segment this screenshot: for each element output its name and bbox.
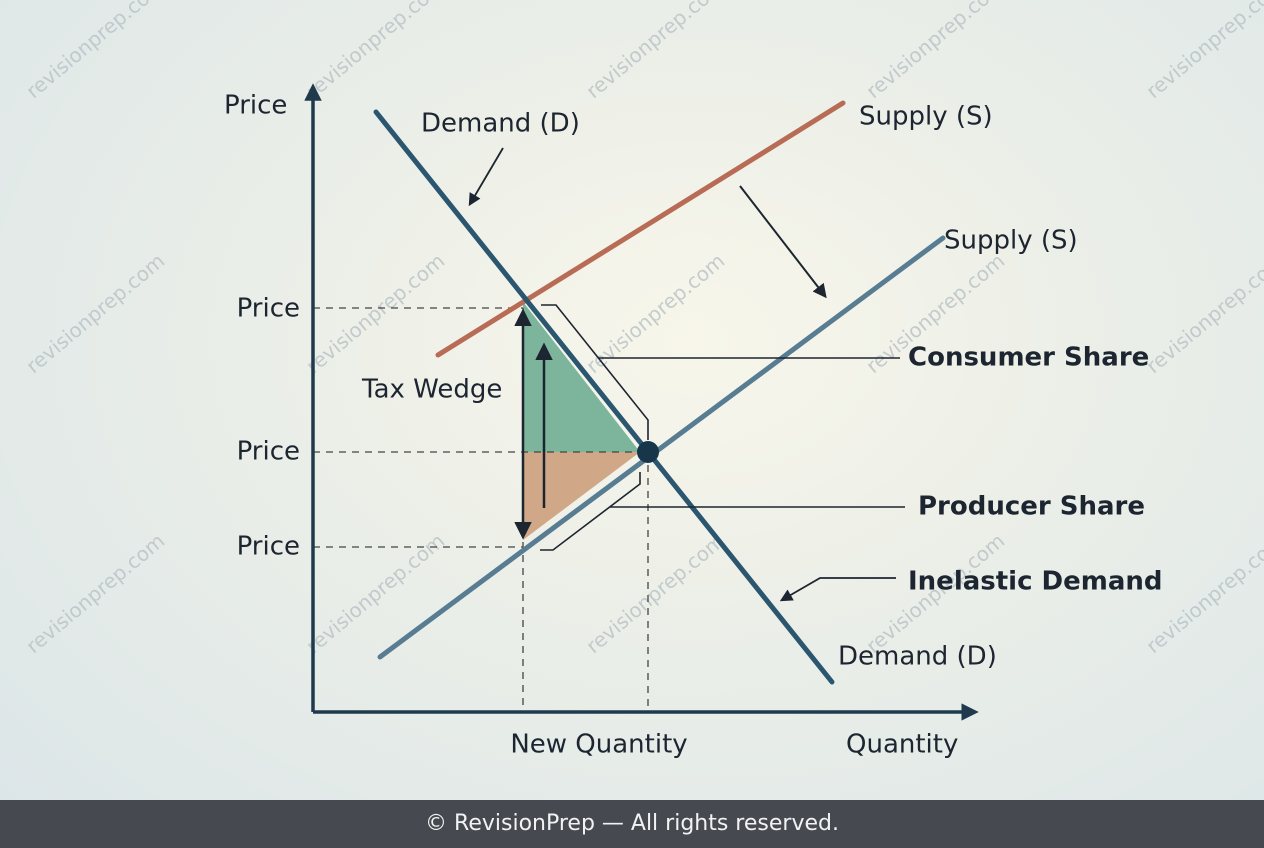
watermark: revisionprep.com: [21, 249, 169, 379]
supply-label: Supply (S): [859, 102, 993, 132]
x-axis-label: Quantity: [846, 730, 958, 760]
shift-arrow: [739, 185, 827, 299]
demand: [373, 109, 835, 685]
equilibrium: [637, 441, 659, 463]
watermark: revisionprep.com: [301, 249, 449, 379]
tax-wedge-label: Tax Wedge: [361, 375, 502, 405]
consumer-share-label: Consumer Share: [908, 343, 1149, 373]
watermarks: revisionprep.com revisionprep.com revision…: [21, 0, 1264, 658]
bracket: [540, 472, 641, 551]
diagram: revisionprep.com revisionprep.com revision…: [21, 0, 1264, 760]
watermark: revisionprep.com: [301, 529, 449, 659]
producer-share-area: [523, 452, 640, 540]
demand-label: Demand (D): [838, 642, 997, 672]
watermark: revisionprep.com: [21, 0, 169, 103]
new-quantity-label: New Quantity: [510, 730, 687, 760]
price-level: Price: [237, 437, 300, 467]
inelastic-demand-label: Inelastic Demand: [908, 567, 1163, 597]
watermark: revisionprep.com: [21, 529, 169, 659]
bracket: [541, 304, 649, 440]
watermark: revisionprep.com: [861, 0, 1009, 103]
consumer-share-area: [523, 302, 640, 452]
watermark: revisionprep.com: [301, 0, 449, 103]
price-level: Price: [237, 294, 300, 324]
supply-new: [377, 235, 946, 660]
watermark: revisionprep.com: [1141, 249, 1264, 379]
watermark: revisionprep.com: [581, 529, 729, 659]
producer-share-label: Producer Share: [918, 492, 1145, 522]
pointer: [779, 577, 896, 602]
supply-label: Supply (S): [944, 226, 1078, 256]
supply-old: [435, 100, 846, 358]
pointer: [468, 147, 504, 207]
watermark: revisionprep.com: [581, 0, 729, 103]
watermark: revisionprep.com: [1141, 0, 1264, 103]
demand-label: Demand (D): [421, 109, 580, 139]
y-axis-label: Price: [224, 91, 287, 121]
price-level: Price: [237, 532, 300, 562]
footer: © RevisionPrep — All rights reserved.: [0, 800, 1264, 848]
